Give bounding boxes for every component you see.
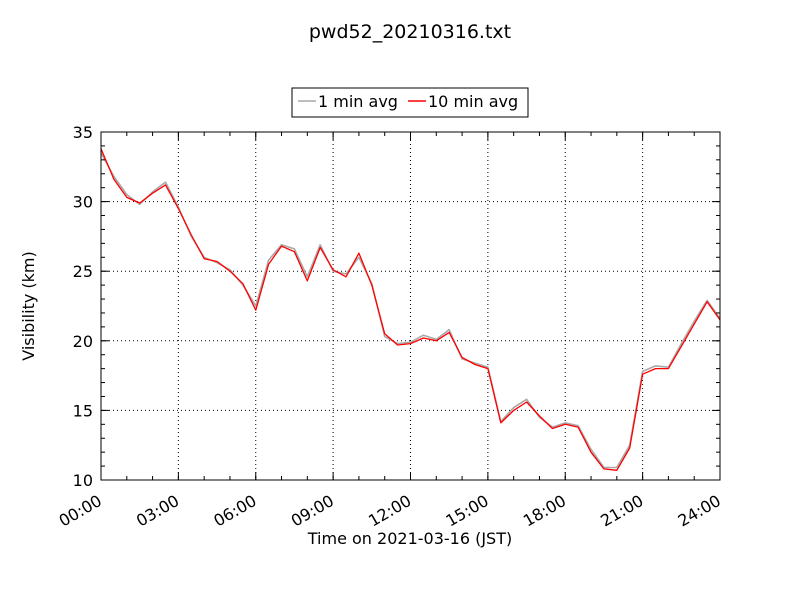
y-tick-label: 15	[73, 401, 93, 420]
x-axis-label: Time on 2021-03-16 (JST)	[307, 529, 512, 548]
y-axis-label: Visibility (km)	[19, 251, 38, 360]
series-line-0	[101, 152, 720, 469]
series-group	[101, 148, 720, 471]
y-tick-label: 25	[73, 262, 93, 281]
y-tick-label: 30	[73, 193, 93, 212]
chart-title: pwd52_20210316.txt	[309, 21, 511, 43]
y-tick-label: 35	[73, 123, 93, 142]
series-line-1	[101, 148, 720, 471]
axis-ticks	[100, 131, 721, 481]
legend-label-1-min-avg: 1 min avg	[318, 92, 398, 111]
y-tick-label: 10	[73, 471, 93, 490]
y-tick-label: 20	[73, 332, 93, 351]
legend: 1 min avg 10 min avg	[291, 87, 529, 118]
series-layer	[101, 148, 720, 471]
plot-area	[101, 132, 720, 480]
legend-box	[291, 87, 529, 118]
legend-label-10-min-avg: 10 min avg	[428, 92, 518, 111]
y-tick-labels: 10 15 20 25 30 35	[73, 123, 93, 490]
